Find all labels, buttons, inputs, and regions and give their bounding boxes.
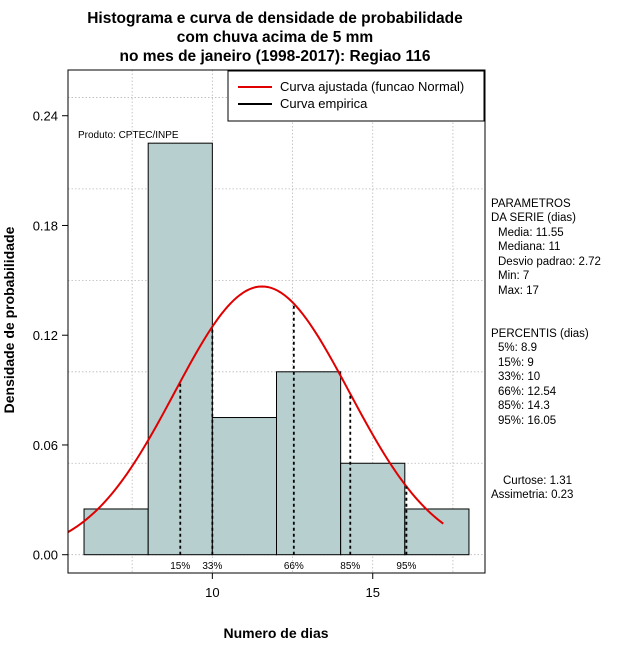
param-min: Min: 7	[498, 270, 529, 282]
y-tick-label: 0.00	[33, 548, 58, 563]
y-tick-label: 0.12	[33, 328, 58, 343]
percentil-33: 33%: 10	[498, 371, 540, 383]
percentil-66: 66%: 12.54	[498, 386, 557, 398]
percentile-lines: 15% 33% 66% 85% 95%	[170, 303, 417, 572]
assimetria-value: Assimetria: 0.23	[491, 489, 573, 501]
normal-fit-curve-group	[67, 285, 444, 533]
histogram-bar	[276, 371, 342, 556]
legend-label-normal: Curva ajustada (funcao Normal)	[280, 79, 464, 94]
normal-fit-curve	[67, 285, 444, 533]
percentil-5: 5%: 8.9	[498, 342, 537, 354]
axes: 0.00 0.06 0.12 0.18 0.24 10 15	[33, 109, 380, 600]
chart-title-line-2: com chuva acima de 5 mm	[177, 29, 373, 46]
percentis-heading: PERCENTIS (dias)	[491, 328, 589, 340]
param-max: Max: 17	[498, 285, 539, 297]
y-tick-label: 0.06	[33, 438, 58, 453]
histogram-bar	[83, 508, 149, 556]
histogram-bar	[211, 417, 278, 556]
histogram-bar	[404, 508, 470, 556]
x-tick-label: 15	[365, 585, 379, 600]
legend-label-empirical: Curva empirica	[280, 96, 368, 111]
param-desvio: Desvio padrao: 2.72	[498, 256, 601, 268]
param-mediana: Mediana: 11	[498, 241, 560, 253]
plot-frame	[67, 69, 486, 574]
percentile-label: 95%	[396, 561, 416, 572]
param-subheading: DA SERIE (dias)	[491, 212, 576, 224]
percentile-label: 66%	[284, 561, 304, 572]
legend: Curva ajustada (funcao Normal) Curva emp…	[227, 70, 485, 122]
stats-panel: PARAMETROS DA SERIE (dias) Media: 11.55 …	[491, 198, 601, 501]
chart-title-line-1: Histograma e curva de densidade de proba…	[87, 10, 463, 27]
percentil-85: 85%: 14.3	[498, 400, 550, 412]
legend-box	[227, 70, 485, 122]
param-media: Media: 11.55	[498, 227, 564, 239]
y-tick-label: 0.24	[33, 109, 58, 124]
y-tick-label: 0.18	[33, 218, 58, 233]
histogram-bars	[83, 142, 470, 556]
curtose-value: Curtose: 1.31	[503, 475, 572, 487]
param-heading: PARAMETROS	[491, 198, 571, 210]
percentil-15: 15%: 9	[498, 357, 534, 369]
x-axis-label: Numero de dias	[223, 625, 328, 641]
product-annotation: Produto: CPTEC/INPE	[78, 130, 179, 141]
x-tick-label: 10	[205, 585, 219, 600]
chart-title-line-3: no mes de janeiro (1998-2017): Regiao 11…	[120, 48, 431, 65]
percentile-label: 85%	[340, 561, 360, 572]
percentil-95: 95%: 16.05	[498, 415, 556, 427]
percentile-label: 15%	[170, 561, 190, 572]
percentile-label: 33%	[202, 561, 222, 572]
y-axis-label: Densidade de probabilidade	[1, 226, 17, 413]
